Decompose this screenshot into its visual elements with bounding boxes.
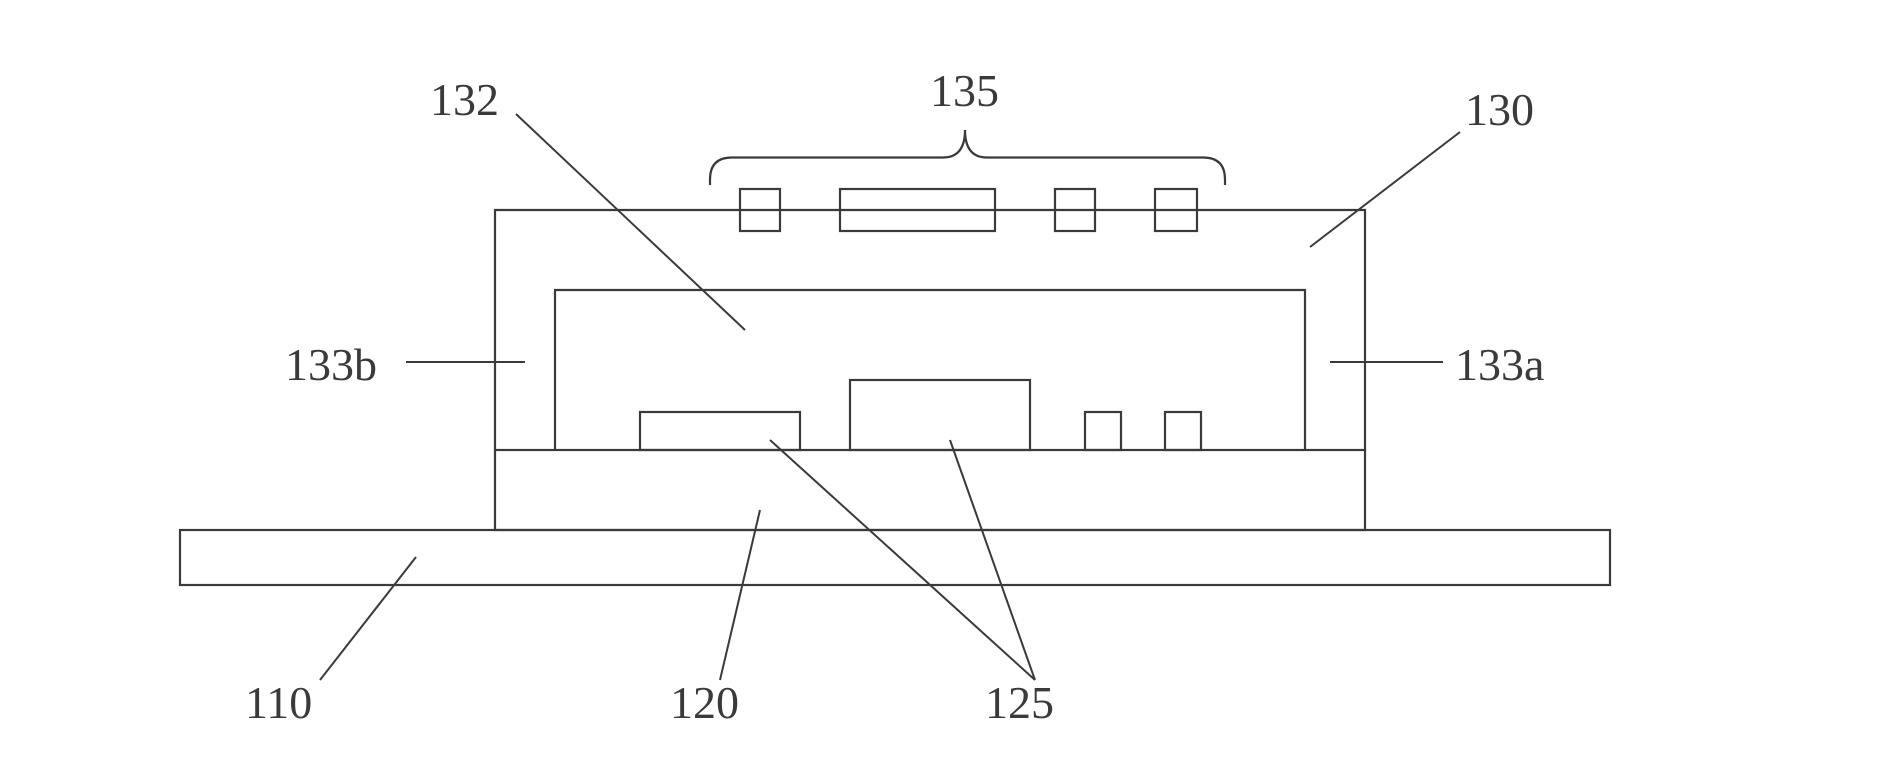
label-133b: 133b <box>285 339 377 390</box>
label-135: 135 <box>930 65 999 116</box>
outer-package-130 <box>495 210 1365 450</box>
lower-chip-125 <box>1165 412 1201 450</box>
inner-package-132 <box>555 290 1305 450</box>
brace-135 <box>710 130 1225 185</box>
leader-120 <box>720 510 760 680</box>
label-125: 125 <box>985 677 1054 728</box>
label-130: 130 <box>1465 84 1534 135</box>
label-132: 132 <box>430 74 499 125</box>
leader-125 <box>770 440 1035 680</box>
leader-132 <box>516 114 745 330</box>
leader-125 <box>950 440 1035 680</box>
leader-130 <box>1310 132 1460 247</box>
substrate-110 <box>180 530 1610 585</box>
label-133a: 133a <box>1455 339 1544 390</box>
lower-chip-125 <box>1085 412 1121 450</box>
die-120 <box>495 450 1365 530</box>
lower-chip-125 <box>850 380 1030 450</box>
label-120: 120 <box>670 677 739 728</box>
label-110: 110 <box>245 677 312 728</box>
leader-110 <box>320 557 416 680</box>
